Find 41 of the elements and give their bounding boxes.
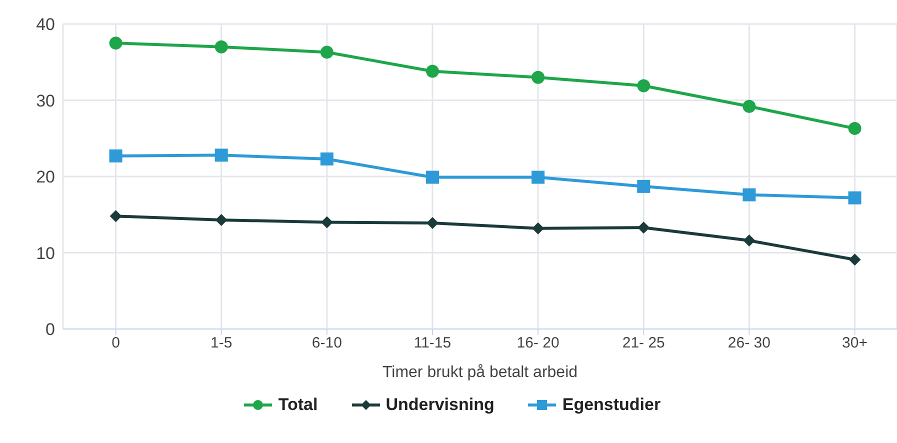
- x-tick-label: 11-15: [414, 334, 452, 352]
- legend-label: Egenstudier: [562, 395, 661, 415]
- y-tick-label: 20: [36, 168, 55, 187]
- point: [214, 40, 228, 54]
- point: [320, 46, 334, 59]
- point: [742, 188, 756, 202]
- y-tick-label: 30: [36, 91, 55, 110]
- x-tick-label: 16- 20: [516, 334, 560, 352]
- point: [637, 79, 650, 92]
- y-tick-label: 40: [36, 15, 55, 34]
- point: [214, 148, 228, 162]
- x-tick-label: 26- 30: [728, 334, 770, 352]
- x-tick-label: 1-5: [210, 334, 232, 352]
- point: [742, 100, 756, 113]
- legend-label: Total: [278, 395, 318, 415]
- x-tick-label: 30+: [842, 334, 868, 352]
- point: [109, 36, 122, 50]
- point: [320, 216, 333, 228]
- y-tick-label: 0: [46, 320, 55, 340]
- point: [109, 149, 122, 162]
- x-tick-label: 6-10: [312, 334, 342, 352]
- point: [743, 234, 756, 247]
- point: [637, 180, 650, 193]
- point: [532, 70, 545, 84]
- point: [426, 64, 439, 78]
- point: [215, 214, 228, 226]
- x-tick-label: 21- 25: [622, 334, 665, 352]
- point: [848, 122, 862, 135]
- point: [638, 222, 650, 234]
- y-tick-label: 10: [36, 244, 55, 263]
- point: [320, 152, 334, 166]
- legend-label: Undervisning: [386, 395, 494, 415]
- point: [848, 254, 861, 266]
- point: [848, 191, 862, 204]
- point: [110, 210, 122, 222]
- x-tick-label: 0: [112, 334, 120, 352]
- point: [426, 170, 439, 184]
- point: [426, 217, 438, 230]
- point: [532, 170, 545, 184]
- x-axis-title: Timer brukt på betalt arbeid: [382, 364, 578, 381]
- point: [532, 222, 544, 234]
